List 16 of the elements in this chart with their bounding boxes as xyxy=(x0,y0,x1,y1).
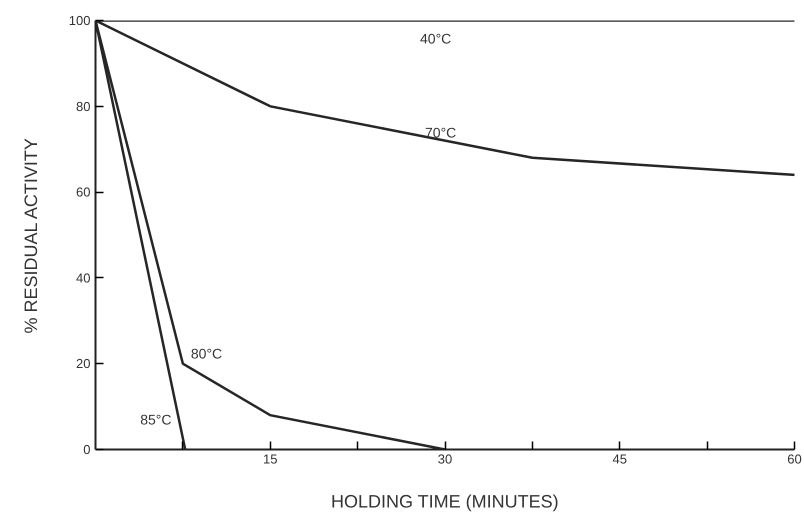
x-tick-label: 60 xyxy=(787,452,802,466)
y-tick-label: 60 xyxy=(76,184,91,200)
series-label: 80°C xyxy=(190,346,222,362)
y-tick-label: 40 xyxy=(76,270,91,286)
y-tick-label: 80 xyxy=(76,98,91,114)
series-label: 70°C xyxy=(425,124,456,141)
x-tick-label: 45 xyxy=(612,452,627,466)
series-label: 40°C xyxy=(420,30,452,46)
x-tick-label: 30 xyxy=(438,452,452,466)
y-tick-label: 20 xyxy=(76,356,91,372)
y-tick-label: 0 xyxy=(83,442,91,457)
x-tick-label: 15 xyxy=(263,452,278,466)
y-axis-title: % RESIDUAL ACTIVITY xyxy=(20,138,41,334)
x-axis-title: HOLDING TIME (MINUTES) xyxy=(331,492,559,512)
series-label: 85°C xyxy=(140,412,172,428)
y-tick-label: 100 xyxy=(68,13,91,28)
